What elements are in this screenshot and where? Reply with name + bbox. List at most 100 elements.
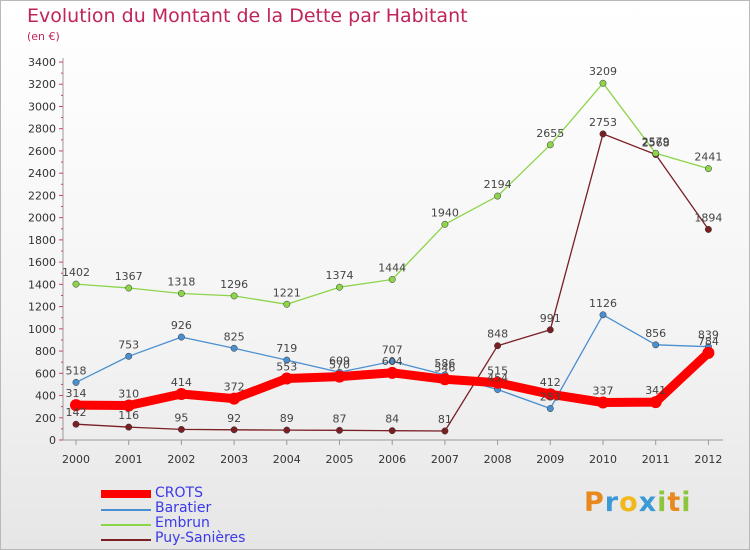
data-point-puy-sanieres	[388, 427, 396, 435]
data-point-crots	[228, 392, 241, 405]
x-tick-label: 2002	[167, 453, 195, 466]
x-tick-label: 2000	[62, 453, 90, 466]
data-label-embrun: 1221	[273, 286, 301, 299]
data-label-puy-sanieres: 142	[66, 406, 87, 419]
data-label-baratier: 856	[645, 327, 666, 340]
data-label-crots: 412	[540, 376, 561, 389]
data-label-embrun: 1367	[115, 270, 143, 283]
data-point-baratier	[283, 356, 291, 364]
data-point-embrun	[177, 290, 185, 297]
data-label-embrun: 1444	[378, 261, 406, 274]
data-point-crots	[333, 370, 346, 383]
data-point-crots	[702, 346, 715, 359]
logo-letter: o	[619, 487, 639, 518]
y-tick-label: 600	[35, 367, 56, 380]
data-label-crots: 553	[276, 361, 297, 374]
data-point-embrun	[704, 165, 712, 173]
data-label-puy-sanieres: 116	[118, 409, 139, 422]
x-tick-label: 2004	[273, 453, 301, 466]
data-point-baratier	[125, 352, 133, 360]
logo-letter: i	[681, 487, 692, 518]
data-point-embrun	[125, 284, 133, 292]
x-tick-label: 2007	[431, 453, 459, 466]
y-tick-label: 400	[35, 390, 56, 403]
legend-swatch-baratier	[101, 509, 151, 511]
data-point-embrun	[599, 79, 607, 87]
y-tick-label: 3400	[28, 56, 56, 69]
data-point-crots	[175, 387, 188, 400]
data-point-puy-sanieres	[283, 426, 291, 434]
data-label-crots: 604	[382, 355, 403, 368]
data-point-baratier	[599, 311, 607, 319]
legend-swatch-puy-sanieres	[101, 539, 151, 541]
data-label-embrun: 2441	[694, 151, 722, 164]
data-label-puy-sanieres: 87	[333, 412, 347, 425]
data-label-puy-sanieres: 848	[487, 328, 508, 341]
y-tick-label: 2200	[28, 189, 56, 202]
legend-label-crots: CROTS	[155, 485, 203, 501]
y-tick-label: 3200	[28, 78, 56, 91]
data-point-puy-sanieres	[494, 342, 502, 350]
data-label-crots: 546	[434, 361, 455, 374]
data-label-puy-sanieres: 95	[174, 411, 188, 424]
data-point-puy-sanieres	[599, 130, 607, 138]
data-label-baratier: 707	[382, 343, 403, 356]
data-point-embrun	[652, 149, 660, 157]
data-point-baratier	[72, 378, 80, 386]
data-point-embrun	[72, 280, 80, 288]
logo-letter: r	[604, 487, 620, 518]
data-point-puy-sanieres	[230, 426, 238, 434]
data-point-embrun	[283, 300, 291, 308]
data-point-crots	[70, 399, 82, 412]
proxiti-logo: Proxiti	[584, 487, 692, 518]
y-tick-label: 2600	[28, 145, 56, 158]
data-point-crots	[438, 373, 451, 386]
data-point-baratier	[652, 341, 660, 349]
data-label-puy-sanieres: 89	[280, 412, 294, 425]
data-label-crots: 414	[171, 376, 192, 389]
data-point-embrun	[441, 220, 449, 228]
data-point-puy-sanieres	[72, 420, 80, 428]
y-tick-label: 3000	[28, 100, 56, 113]
data-label-baratier: 454	[487, 372, 508, 385]
data-point-baratier	[177, 333, 185, 341]
x-tick-label: 2010	[589, 453, 617, 466]
data-point-embrun	[388, 276, 396, 283]
data-label-baratier: 926	[171, 319, 192, 332]
data-point-embrun	[546, 141, 554, 149]
data-label-embrun: 3209	[589, 65, 617, 78]
data-label-puy-sanieres: 1894	[694, 211, 722, 224]
y-tick-label: 2400	[28, 167, 56, 180]
data-label-crots: 515	[487, 365, 508, 378]
logo-letter: t	[667, 487, 682, 518]
chart-title: Evolution du Montant de la Dette par Hab…	[27, 5, 468, 27]
data-label-baratier: 1126	[589, 297, 617, 310]
legend-swatch-embrun	[101, 524, 151, 526]
data-label-embrun: 1296	[220, 278, 248, 291]
data-point-crots	[597, 396, 609, 409]
x-tick-label: 2011	[642, 453, 670, 466]
y-tick-label: 1000	[28, 323, 56, 336]
data-label-embrun: 1940	[431, 206, 459, 219]
y-tick-label: 2000	[28, 212, 56, 225]
data-label-baratier: 839	[698, 329, 719, 342]
data-label-crots: 337	[593, 385, 614, 398]
data-point-puy-sanieres	[704, 225, 712, 233]
data-point-embrun	[230, 292, 238, 300]
data-label-embrun: 1402	[62, 266, 90, 279]
data-label-embrun: 2579	[642, 135, 670, 148]
data-point-crots	[280, 372, 293, 385]
logo-letter: P	[584, 487, 605, 518]
legend-label-baratier: Baratier	[155, 500, 212, 516]
data-label-baratier: 753	[118, 338, 139, 351]
x-tick-label: 2001	[115, 453, 143, 466]
data-label-crots: 310	[118, 388, 139, 401]
data-label-crots: 372	[224, 381, 245, 394]
data-point-crots	[122, 399, 135, 412]
data-label-baratier: 586	[434, 357, 455, 370]
data-label-baratier: 518	[66, 364, 87, 377]
data-point-embrun	[494, 192, 502, 200]
y-tick-label: 2800	[28, 123, 56, 136]
data-label-puy-sanieres: 81	[438, 413, 452, 426]
y-tick-label: 1200	[28, 301, 56, 314]
